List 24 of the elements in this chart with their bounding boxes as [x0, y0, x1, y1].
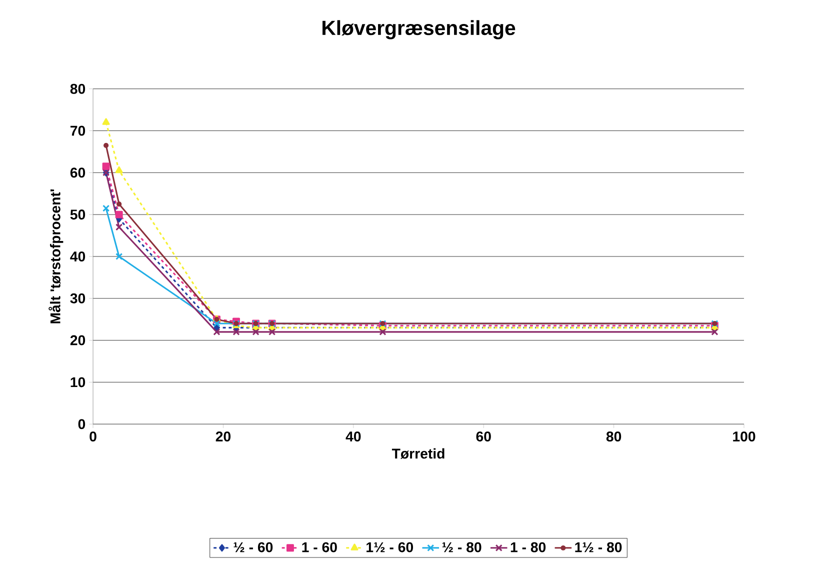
y-tick-label: 40: [70, 251, 86, 262]
chart-title: Kløvergræsensilage: [322, 20, 516, 40]
x-tick-label: 60: [476, 432, 491, 442]
x-tick-label: 20: [216, 432, 231, 442]
x-tick-label: 80: [606, 432, 622, 442]
y-tick-label: 70: [70, 126, 86, 136]
x-tick-label: 0: [90, 432, 96, 442]
y-tick-label: 10: [70, 377, 86, 388]
y-tick-label: 50: [70, 210, 86, 220]
legend-label: 1 - 60: [302, 542, 337, 552]
x-tick-label: 100: [733, 432, 756, 442]
x-axis-title: Tørretid: [392, 448, 444, 459]
y-tick-label: 80: [70, 84, 86, 94]
y-tick-label: 20: [70, 335, 86, 346]
y-tick-label: 30: [70, 293, 86, 304]
legend-label: 1 - 80: [510, 542, 546, 552]
legend-label: 1½ - 80: [575, 542, 622, 552]
y-axis-title: Målt 'tørstofprocent': [48, 189, 64, 324]
y-tick-label: 0: [78, 419, 86, 430]
legend-label: 1½ - 60: [366, 542, 414, 552]
y-tick-label: 60: [70, 168, 86, 178]
legend-label: ½ - 60: [234, 542, 273, 552]
x-tick-label: 40: [346, 432, 361, 442]
legend-label: ½ - 80: [442, 542, 482, 552]
